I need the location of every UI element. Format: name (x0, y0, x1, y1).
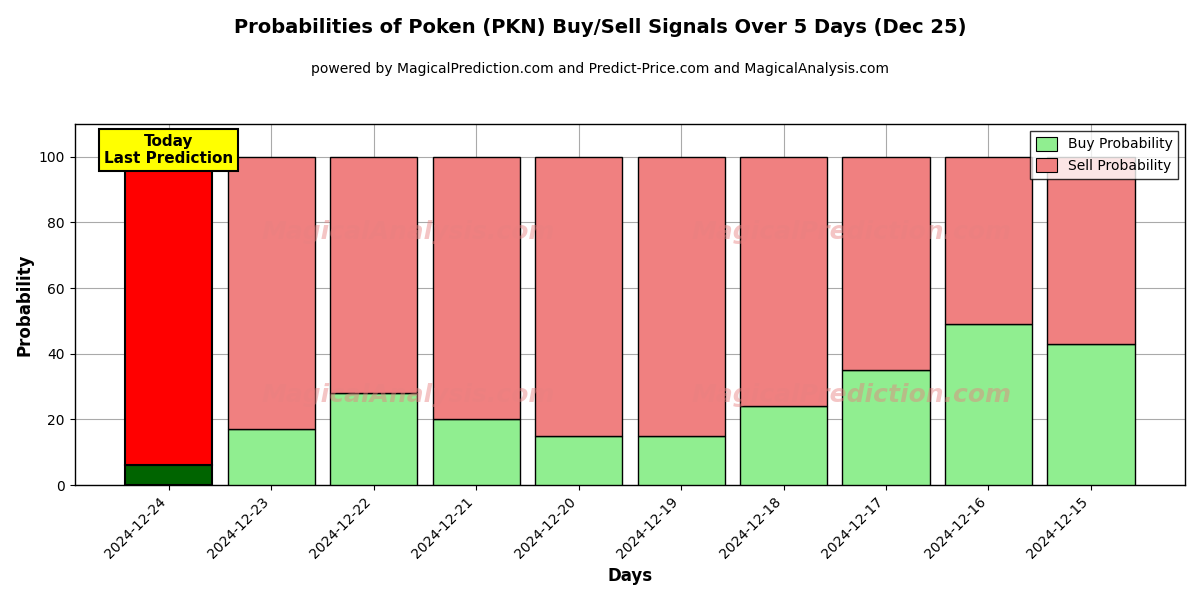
Text: MagicalPrediction.com: MagicalPrediction.com (692, 220, 1012, 244)
Bar (740, 157, 827, 406)
Text: MagicalAnalysis.com: MagicalAnalysis.com (262, 383, 554, 407)
Bar (535, 436, 622, 485)
Text: powered by MagicalPrediction.com and Predict-Price.com and MagicalAnalysis.com: powered by MagicalPrediction.com and Pre… (311, 62, 889, 76)
Bar (125, 466, 212, 485)
Y-axis label: Probability: Probability (16, 253, 34, 356)
Bar (944, 157, 1032, 324)
Bar (637, 157, 725, 436)
Bar (125, 157, 212, 466)
Bar (740, 406, 827, 485)
Bar (842, 157, 930, 370)
Bar (1048, 157, 1134, 344)
Bar (228, 157, 314, 430)
X-axis label: Days: Days (607, 567, 653, 585)
Bar (330, 157, 418, 393)
Bar (330, 393, 418, 485)
Bar (944, 324, 1032, 485)
Text: MagicalAnalysis.com: MagicalAnalysis.com (262, 220, 554, 244)
Bar (535, 157, 622, 436)
Bar (842, 370, 930, 485)
Bar (637, 436, 725, 485)
Text: MagicalPrediction.com: MagicalPrediction.com (692, 383, 1012, 407)
Bar (228, 430, 314, 485)
Text: Today
Last Prediction: Today Last Prediction (104, 134, 233, 166)
Legend: Buy Probability, Sell Probability: Buy Probability, Sell Probability (1030, 131, 1178, 179)
Bar (432, 157, 520, 419)
Text: Probabilities of Poken (PKN) Buy/Sell Signals Over 5 Days (Dec 25): Probabilities of Poken (PKN) Buy/Sell Si… (234, 18, 966, 37)
Bar (1048, 344, 1134, 485)
Bar (432, 419, 520, 485)
